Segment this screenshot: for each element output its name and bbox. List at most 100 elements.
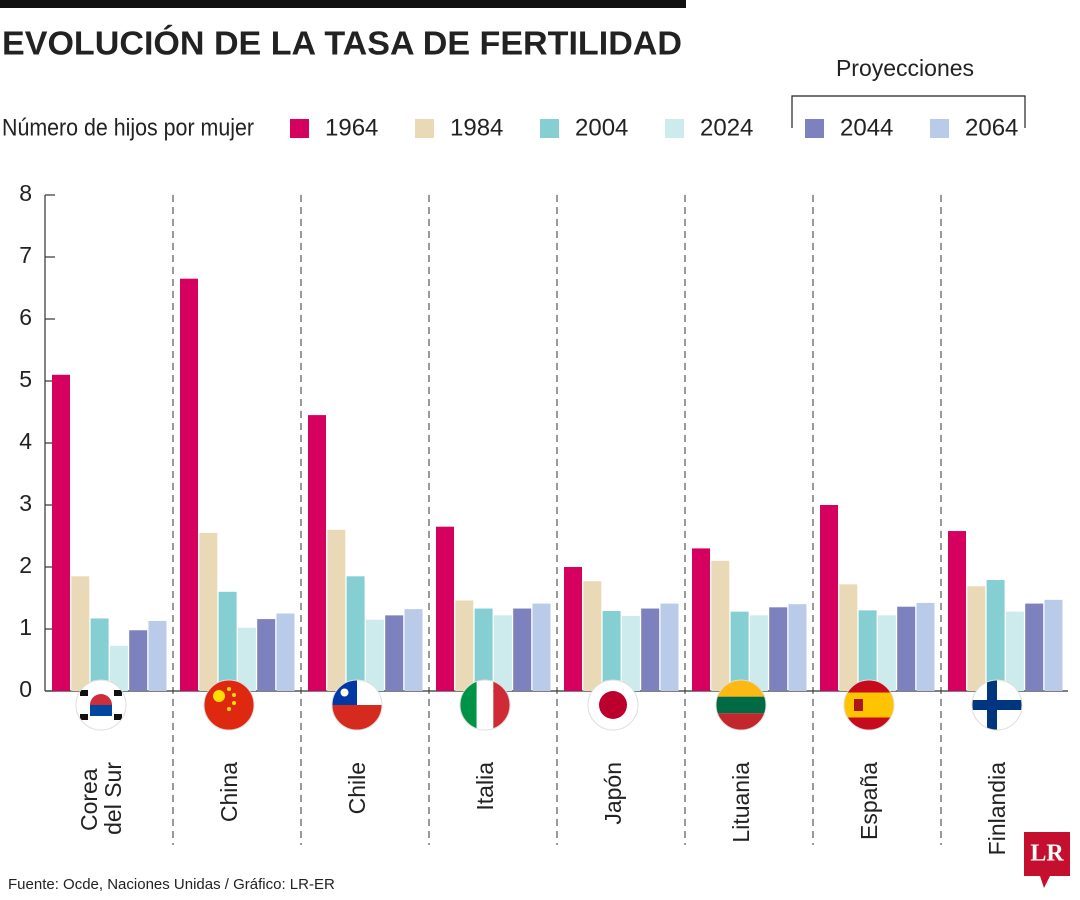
bar (1044, 599, 1063, 691)
bar (276, 613, 295, 691)
bar (583, 581, 602, 691)
flag-part (716, 680, 766, 697)
bar (692, 548, 710, 691)
flag-part (987, 680, 997, 730)
flag-part (476, 680, 494, 730)
flag (716, 680, 766, 730)
flag (972, 680, 1022, 730)
bar (513, 608, 532, 691)
bar (986, 580, 1005, 691)
bar (660, 603, 679, 691)
bar (365, 619, 384, 691)
flag (204, 680, 254, 730)
flag-part (340, 688, 349, 697)
flag-part (227, 707, 231, 711)
bar (218, 591, 237, 691)
flag-outline (459, 679, 511, 731)
bar (769, 607, 788, 691)
legend-label: 2024 (700, 114, 753, 141)
flag-outline (75, 679, 127, 731)
bar (564, 567, 582, 691)
bar (180, 278, 198, 691)
bar (455, 600, 474, 691)
y-tick-label: 5 (19, 366, 32, 392)
source: Fuente: Ocde, Naciones Unidas / Gráfico:… (8, 876, 335, 893)
bar (199, 532, 218, 691)
x-tick-label: China (216, 762, 242, 822)
y-tick-label: 6 (19, 304, 32, 330)
x-tick-label-line: Corea (76, 762, 102, 831)
flag-part (114, 690, 122, 696)
chart-title: EVOLUCIÓN DE LA TASA DE FERTILIDAD (2, 25, 682, 62)
flag-outline (971, 679, 1023, 731)
legend-swatch (665, 119, 684, 138)
bar (346, 576, 365, 691)
legend-swatch (930, 119, 949, 138)
bar (129, 630, 148, 691)
bar (839, 584, 858, 691)
bar (967, 586, 986, 691)
legend-swatch (290, 119, 309, 138)
flag-part (493, 680, 510, 730)
y-tick-label: 2 (19, 552, 32, 578)
legend-label: 1984 (450, 114, 503, 141)
bar (436, 526, 454, 691)
y-tick-label: 7 (19, 242, 32, 268)
subtitle: Número de hijos por mujer (2, 114, 254, 141)
flag-part (213, 690, 225, 702)
x-tick-label: Japón (600, 762, 626, 825)
y-tick-label: 4 (19, 428, 32, 454)
bar (916, 602, 935, 691)
bar (71, 576, 90, 691)
legend-label: 2044 (840, 114, 893, 141)
logo-box (1024, 832, 1070, 876)
flag-part (114, 714, 122, 720)
y-tick-label: 8 (19, 180, 32, 206)
bar (730, 611, 749, 691)
bar (948, 531, 966, 691)
bar (602, 611, 621, 691)
flag-part (232, 701, 236, 705)
bar (820, 505, 838, 691)
bar (148, 620, 167, 691)
y-tick-label: 0 (19, 676, 32, 702)
bar (327, 529, 346, 691)
flag-part (716, 696, 766, 714)
bar (257, 619, 276, 691)
flag-outline (331, 679, 383, 731)
bar (474, 608, 493, 691)
flag-part (80, 714, 88, 720)
bar (308, 415, 326, 691)
legend-swatch (540, 119, 559, 138)
bar (877, 615, 896, 691)
flag (460, 680, 510, 730)
flag-part (332, 705, 382, 730)
bar (749, 615, 768, 691)
top-rule (0, 0, 686, 8)
bar (90, 618, 109, 691)
x-tick-label: Italia (472, 762, 498, 811)
logo-tip (1040, 876, 1050, 888)
bar (404, 609, 423, 691)
flag (844, 680, 894, 730)
flag (588, 680, 638, 730)
flag-part (227, 687, 231, 691)
flag-outline (587, 679, 639, 731)
logo: LR (1030, 841, 1064, 867)
flag-part (232, 693, 236, 697)
x-tick-label: Lituania (728, 762, 754, 843)
bar (897, 606, 916, 691)
annotation: Proyecciones (836, 55, 974, 81)
bar (237, 627, 256, 691)
flag-part (460, 680, 477, 730)
bar (858, 610, 877, 691)
legend-swatch (805, 119, 824, 138)
flag-part (90, 705, 112, 716)
bar (532, 603, 551, 691)
flag-part (80, 690, 88, 696)
flag-part (844, 692, 894, 718)
bar (109, 645, 128, 691)
bar (641, 608, 660, 691)
bar (621, 615, 640, 691)
bar (1025, 603, 1044, 691)
